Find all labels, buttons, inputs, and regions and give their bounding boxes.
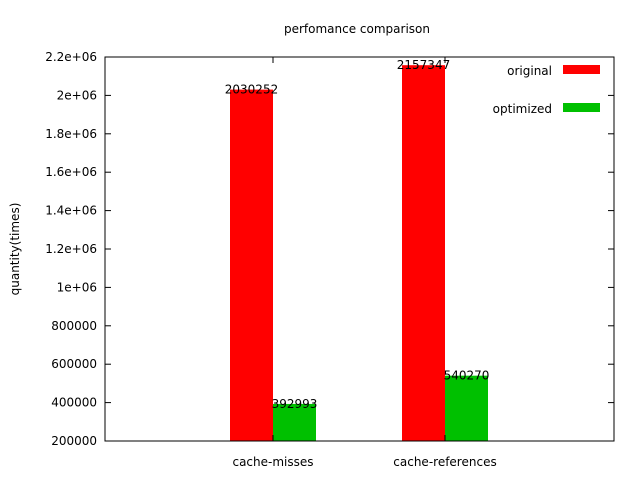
- data-label: 2157347: [397, 58, 450, 72]
- data-label: 2030252: [225, 83, 278, 97]
- legend-label: original: [507, 64, 552, 78]
- data-label: 540270: [444, 369, 490, 383]
- bar-original-cache-references: [402, 65, 445, 441]
- plot-area: 200000 400000 600000 800000 1e+06 1.2e+06 1.4e…: [45, 50, 615, 469]
- bar-original-cache-misses: [230, 89, 273, 441]
- x-tick-label: cache-misses: [232, 455, 313, 469]
- y-tick-label: 2.2e+06: [45, 50, 97, 64]
- x-tick-label: cache-references: [393, 455, 496, 469]
- y-tick-label: 600000: [51, 357, 97, 371]
- bar-optimized-cache-misses: [273, 403, 316, 441]
- bar-optimized-cache-references: [445, 375, 488, 441]
- y-tick-label: 800000: [51, 319, 97, 333]
- y-tick-label: 200000: [51, 434, 97, 448]
- y-tick-label: 1.2e+06: [45, 242, 97, 256]
- legend-label: optimized: [493, 102, 552, 116]
- y-tick-label: 1e+06: [57, 280, 97, 294]
- chart-title: perfomance comparison: [284, 22, 430, 36]
- legend-swatch-original: [563, 65, 600, 74]
- y-tick-label: 1.4e+06: [45, 204, 97, 218]
- y-tick-label: 400000: [51, 396, 97, 410]
- y-tick-label: 1.8e+06: [45, 127, 97, 141]
- legend-swatch-optimized: [563, 103, 600, 112]
- plot-border: [104, 56, 615, 442]
- data-label: 392993: [272, 397, 318, 411]
- y-tick-label: 2e+06: [57, 88, 97, 102]
- y-axis-label: quantity(times): [8, 203, 22, 296]
- y-tick-label: 1.6e+06: [45, 165, 97, 179]
